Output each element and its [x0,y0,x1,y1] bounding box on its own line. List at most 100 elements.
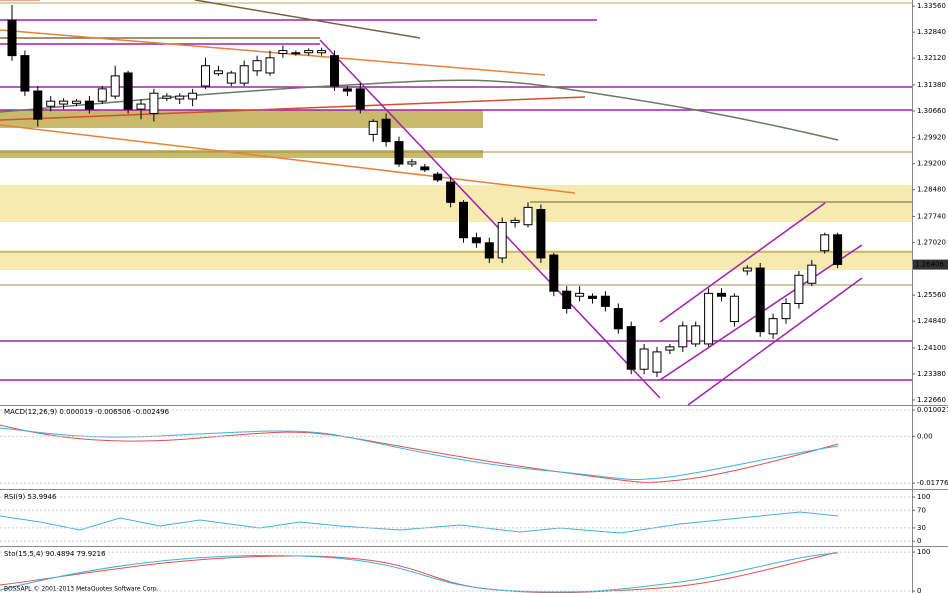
trend-line [319,39,661,399]
y-tick-label: 1.29200 [917,160,946,168]
trend-line [0,29,546,76]
candle-body [433,173,443,181]
indicator-title: MACD(12,26,9) 0.000019 -0.006506 -0.0024… [4,408,170,416]
candle-body [446,181,456,203]
candle-body [742,267,752,272]
y-tick-label: 1.23380 [917,370,946,378]
candle-body [123,72,133,110]
y-tick-label: 0 [917,537,921,545]
candle-body [652,351,662,373]
candle-body [291,52,301,55]
candle-body [471,237,481,244]
candle-body [342,88,352,92]
stoch-main [0,552,839,593]
candle-body [213,70,223,75]
trend-line [0,96,586,121]
candle-body [549,254,559,292]
candle-body [523,206,533,226]
y-tick-label: 1.24840 [917,317,946,325]
candle-body [33,90,43,120]
candle-body [46,100,56,107]
candle-body [136,103,146,110]
candle-body [407,161,417,165]
candle-body [510,219,520,224]
macd-signal [0,424,839,483]
candle-body [201,65,210,87]
candle-body [97,88,107,102]
candle-body [691,325,701,345]
y-tick-label: 1.31380 [917,81,946,89]
y-tick-label: 1.27020 [917,238,946,246]
candle-body [794,274,804,304]
candle-body [768,318,778,335]
y-tick-label: 1.24100 [917,344,946,352]
candle-body [588,295,597,299]
y-tick-label: 0 [917,587,921,593]
footer: BOSSAPL © 2001-2013 MetaQuotes Software … [4,586,159,593]
y-tick-label: 0.00 [917,432,933,440]
candle-body [162,95,172,99]
candle-body [717,292,726,297]
candle-body [239,65,249,84]
last-price-label: 1.26406 [915,261,944,269]
candle-body [226,72,236,84]
y-tick-label: 1.27740 [917,212,946,220]
y-tick-label: 0.010021 [917,406,948,414]
y-tick-label: 30 [917,524,926,532]
y-tick-label: 1.25560 [917,291,946,299]
channel-line [687,277,863,406]
zone [0,250,912,270]
candle-body [355,88,365,110]
candle-body [626,326,636,370]
candle-body [394,141,404,165]
candle-body [175,95,185,100]
y-tick-label: 100 [917,493,930,501]
candle-body [704,292,714,345]
y-tick-label: 1.33560 [917,2,946,10]
candle-body [420,166,430,171]
candle-body [729,295,739,323]
candle-body [459,201,468,239]
candle-body [600,295,610,307]
y-tick-label: 100 [917,548,930,556]
candle-body [562,290,572,310]
y-tick-label: 1.32120 [917,54,946,62]
candle-body [110,75,120,97]
macd-line [0,427,839,481]
y-tick-label: 1.28480 [917,186,946,194]
indicator-title: Sto(15,5,4) 90.4894 79.9216 [4,550,106,558]
y-tick-label: 1.30660 [917,107,946,115]
candle-body [252,60,262,72]
candle-body [575,292,585,297]
candle-body [665,346,675,351]
y-tick-label: 1.22660 [917,396,946,404]
candle-body [820,234,830,252]
candle-body [807,264,817,284]
candle-body [265,57,275,74]
zone [0,185,912,222]
y-tick-label: 1.32840 [917,28,946,36]
candle-body [7,19,17,57]
candle-body [149,92,159,114]
candle-body [20,55,30,92]
candle-body [678,325,688,348]
candle-body [72,100,81,104]
candle-body [381,118,391,143]
candle-body [497,222,507,259]
candle-body [755,267,765,333]
channel-line [659,202,826,323]
candle-body [833,234,843,265]
trend-line [0,124,576,194]
indicator-title: RSI(9) 53.9946 [4,493,57,501]
y-tick-label: -0.01776 [917,479,948,487]
candle-body [536,209,546,259]
candle-body [84,100,94,110]
y-tick-label: 70 [917,506,926,514]
candle-body [613,308,623,330]
candle-body [368,120,378,135]
candle-body [59,100,69,105]
candle-body [781,302,791,320]
